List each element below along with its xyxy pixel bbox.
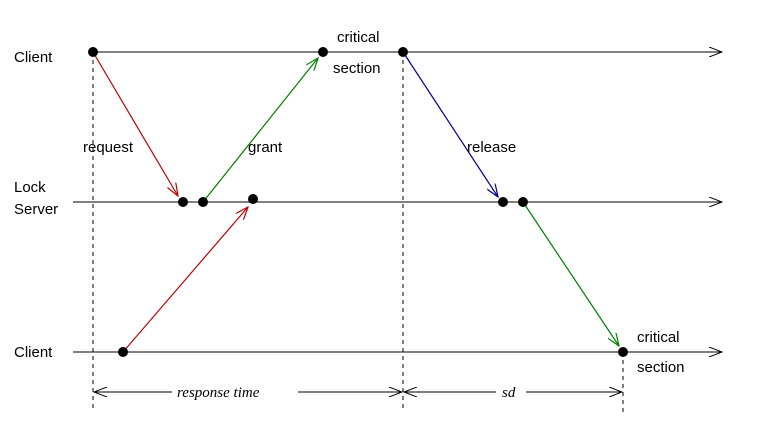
event-dot-server-send-grant-2 <box>518 197 528 207</box>
event-dot-server-receive-request <box>178 197 188 207</box>
critical-section-top-line1: critical <box>337 29 380 46</box>
critical-section-top-line2: section <box>333 60 381 77</box>
request-label: request <box>83 139 134 156</box>
event-dot-server-send-grant <box>198 197 208 207</box>
event-dot-client-release <box>398 47 408 57</box>
sd-label: sd <box>502 385 516 401</box>
release-label: release <box>467 139 516 156</box>
critical-section-bottom-line1: critical <box>637 329 680 346</box>
lane-label-client-top: Client <box>14 49 53 66</box>
lane-label-lock: Lock <box>14 179 46 196</box>
grant-arrow <box>202 58 318 203</box>
grant-label: grant <box>248 139 283 156</box>
request-arrow-top <box>92 51 178 196</box>
event-dot-client-request <box>88 47 98 57</box>
critical-section-bottom-line2: section <box>637 359 685 376</box>
grant-arrow-second <box>522 201 619 346</box>
event-dot-server-receive-release <box>498 197 508 207</box>
event-dot-client2-request <box>118 347 128 357</box>
event-dot-client-critical-start <box>318 47 328 57</box>
request-arrow-bottom <box>122 207 248 353</box>
release-arrow <box>402 51 498 197</box>
event-dot-client2-critical-start <box>618 347 628 357</box>
response-time-label: response time <box>177 385 260 401</box>
lane-label-server: Server <box>14 201 58 218</box>
event-dot-server-receive-request-2 <box>248 194 258 204</box>
lane-label-client-bottom: Client <box>14 344 53 361</box>
